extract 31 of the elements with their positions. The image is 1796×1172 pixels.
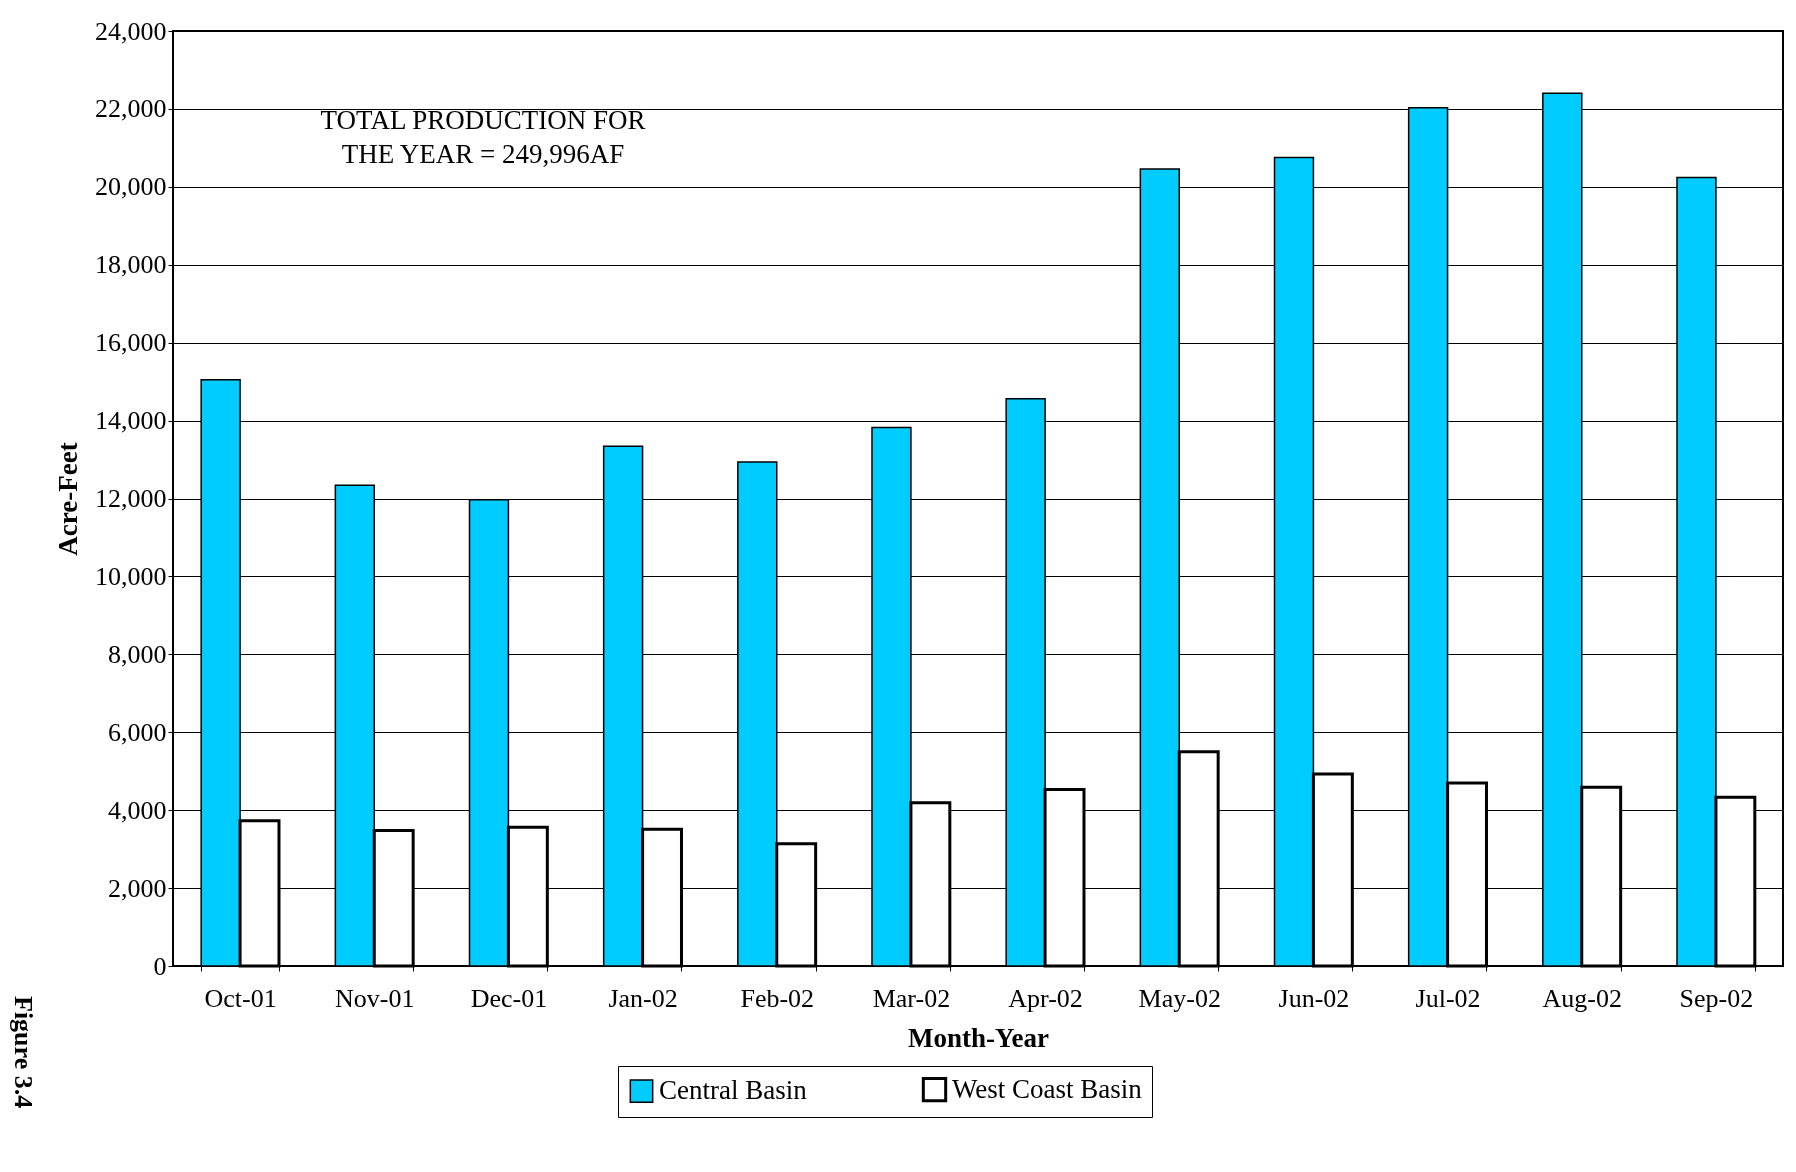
y-tick-label: 18,000 [95, 250, 167, 280]
caption: Figure 3.4 [9, 996, 38, 1109]
x-tick-label: Dec-01 [470, 983, 548, 1013]
y-tick-label: 12,000 [95, 484, 167, 513]
annotation: TOTAL PRODUCTION FOR THE YEAR = 249,996AF [320, 105, 646, 169]
x-tick-label: May-02 [1138, 983, 1221, 1013]
y-tick-label: 20,000 [95, 172, 167, 202]
x-tick-label: Oct-01 [204, 983, 277, 1013]
x-tick-label: Jul-02 [1415, 983, 1481, 1013]
x-tick-label: Jun-02 [1278, 983, 1350, 1013]
y-tick-label: 22,000 [95, 94, 167, 124]
x-tick-label: Jan-02 [608, 983, 678, 1013]
y-axis-title: Acre-Feet [53, 442, 83, 556]
y-tick-label: 4,000 [108, 795, 167, 825]
y-tick-label: 0 [153, 951, 167, 981]
legend-label: Central Basin [659, 1075, 808, 1106]
y-tick-label: 8,000 [108, 639, 167, 669]
x-axis-title: Month-Year [908, 1022, 1049, 1053]
y-tick-label: 16,000 [95, 328, 167, 358]
x-tick-label: Sep-02 [1679, 983, 1754, 1013]
y-tick-label: 10,000 [95, 561, 167, 591]
legend-label: West Coast Basin [952, 1073, 1143, 1104]
y-tick-label: 2,000 [108, 873, 167, 903]
x-tick-label: Mar-02 [872, 983, 951, 1013]
y-tick-label: 6,000 [108, 717, 167, 747]
x-tick-label: Apr-02 [1008, 983, 1083, 1013]
y-tick-label: 14,000 [95, 406, 167, 436]
x-tick-label: Aug-02 [1542, 983, 1622, 1013]
y-tick-label: 24,000 [95, 16, 167, 46]
x-tick-label: Nov-01 [335, 983, 415, 1013]
x-tick-label: Feb-02 [740, 983, 815, 1013]
